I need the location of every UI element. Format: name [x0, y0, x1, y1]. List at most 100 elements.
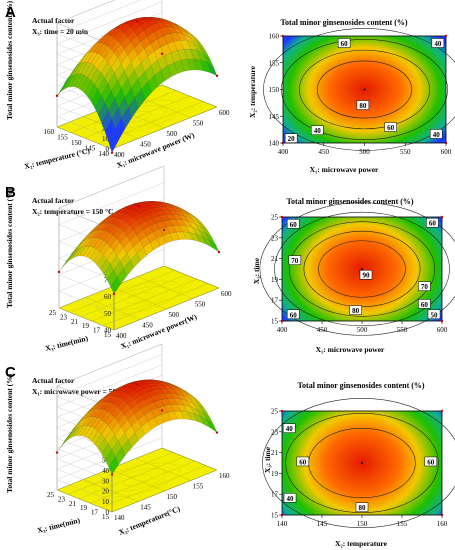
y-tick-label: 17: [271, 297, 279, 305]
contour-line: [274, 211, 450, 327]
x-tick-label: 550: [193, 120, 204, 128]
contour-xlabel-c: X₂: temperature: [335, 539, 388, 548]
surface-patch: [128, 97, 139, 119]
surface-patch: [193, 36, 204, 47]
x-tick-label: 150: [357, 520, 368, 528]
contour-label: 40: [433, 131, 441, 139]
contour-label: 60: [429, 220, 437, 228]
surface-patch: [126, 383, 138, 388]
actual-factor-title-a: Actual factor: [32, 16, 75, 25]
surface-patch: [140, 17, 151, 20]
x-tick-label: 450: [142, 322, 153, 330]
x-tick-label: 140: [114, 514, 125, 522]
surface-patch: [86, 408, 98, 418]
floor-gridline: [137, 276, 193, 299]
y-tick-label: 21: [271, 255, 279, 263]
contour-plot-a: Total minor ginsenosides content (%) 400…: [248, 18, 455, 174]
contour-ylabel-a: X₂: temperature: [248, 65, 257, 118]
design-point: [444, 34, 448, 38]
surface-patch: [137, 71, 149, 90]
surface-patch: [65, 250, 77, 264]
surface-patch: [108, 128, 119, 154]
x-tick-label: 450: [317, 326, 328, 334]
surface-patch: [165, 206, 176, 211]
y-axis-label-a: X₂: temperature (°C): [23, 146, 91, 171]
contour-line: [318, 240, 406, 298]
surface-patch: [153, 17, 164, 20]
surface-patch: [79, 246, 90, 257]
design-point: [215, 74, 219, 78]
surface-patch: [161, 201, 172, 205]
surface-patch: [170, 32, 181, 42]
x-tick-label: 550: [397, 326, 408, 334]
surface-plot-b: Actual factor X₂: temperature = 150 °C 4…: [5, 165, 232, 353]
surface-patch: [199, 407, 211, 419]
surface-patch: [139, 235, 151, 248]
x-tick-label: 400: [277, 326, 288, 334]
contour-label-box: [286, 219, 300, 229]
z-tick-label: 50: [104, 310, 112, 318]
surface-patch: [157, 55, 168, 71]
surface-patch: [78, 237, 90, 249]
surface-plot-a: Actual factor X₃: time = 20 min 01020304…: [5, 0, 230, 171]
surface-patch: [187, 58, 198, 71]
x-tick-label: 150: [167, 493, 178, 501]
panel-letter-c: C: [5, 364, 16, 381]
surface-patch: [191, 214, 202, 223]
surface-patch: [157, 393, 168, 400]
surface-patch: [167, 62, 178, 77]
y-axis-label-c: X₃: time(min): [36, 516, 81, 535]
design-point: [135, 20, 139, 23]
contour-label: 80: [352, 307, 360, 315]
design-point: [57, 270, 61, 274]
surface-z-gridline: [58, 165, 165, 231]
surface-patch: [137, 399, 148, 410]
design-point: [162, 228, 166, 232]
x-tick-label: 400: [114, 151, 125, 159]
y-tick-label: 23: [271, 428, 279, 436]
surface-patch: [120, 20, 131, 25]
z-tick-label: 20: [102, 488, 110, 496]
design-point: [55, 94, 59, 98]
surface-patch: [154, 69, 165, 87]
y-tick-label: 17: [271, 491, 279, 499]
contour-label: 60: [290, 221, 298, 229]
surface-patch: [108, 456, 119, 475]
panel-letter-a: A: [5, 4, 16, 21]
surface-patch: [187, 411, 198, 422]
surface-patch: [150, 22, 161, 33]
z-tick-label: 30: [102, 477, 110, 485]
contour-line: [298, 49, 430, 130]
surface-patch: [129, 234, 141, 248]
surface-patch: [206, 419, 218, 433]
x-tick-label: 155: [397, 520, 408, 528]
y-tick-label: 145: [85, 145, 96, 153]
surface-patch: [169, 232, 180, 241]
surface-patch: [175, 210, 186, 217]
x-tick-label: 500: [169, 311, 180, 319]
surface-patch: [76, 413, 88, 425]
contour-label-box: [426, 217, 439, 228]
contour-label-box: [431, 38, 445, 48]
z-tick-label: 40: [102, 467, 110, 475]
z-tick-label: 0: [106, 509, 110, 517]
contour-label-box: [355, 502, 369, 512]
contour-line: [288, 221, 436, 317]
floor-contour: [122, 474, 152, 486]
contour-line: [285, 413, 439, 513]
contour-label: 80: [359, 504, 367, 512]
surface-patch: [84, 426, 95, 439]
y-tick-label: 25: [271, 214, 279, 222]
floor-gridline: [109, 468, 165, 492]
contour-label: 60: [299, 458, 307, 466]
surface-patch: [122, 225, 134, 237]
y-tick-label: 140: [99, 150, 110, 158]
contour-label-box: [337, 38, 351, 48]
y-tick-label: 15: [271, 318, 279, 326]
y-tick-label: 155: [57, 134, 68, 142]
y-tick-label: 15: [104, 331, 112, 339]
contour-title-c: Total minor ginsenosides content (%): [297, 381, 424, 390]
surface-patch: [200, 416, 211, 429]
surface-patch: [90, 408, 102, 417]
contour-label-box: [424, 456, 438, 467]
